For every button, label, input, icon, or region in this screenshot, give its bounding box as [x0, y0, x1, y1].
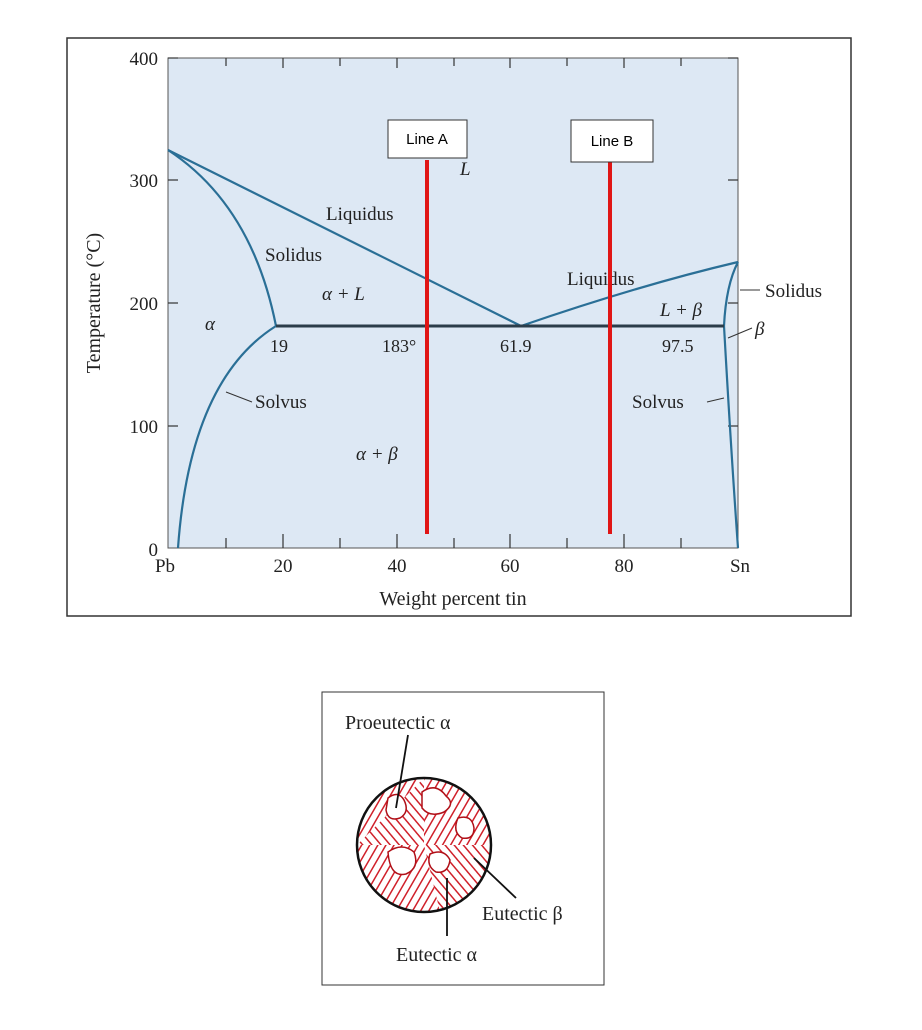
x-tick-label: 40	[388, 556, 407, 577]
microstructure-arrows	[395, 734, 517, 936]
region-label: Solidus	[265, 245, 322, 266]
micro-label: Proeutectic α	[345, 712, 451, 734]
region-label: β	[754, 319, 765, 340]
y-tick-label: 200	[130, 294, 159, 315]
x-tick-label: 80	[615, 556, 634, 577]
micro-label: Eutectic β	[482, 903, 563, 925]
microstructure	[357, 778, 491, 912]
region-label: Solvus	[255, 392, 307, 413]
region-label: Liquidus	[567, 269, 635, 290]
x-axis-title: Weight percent tin	[379, 588, 526, 610]
region-label: Liquidus	[326, 204, 394, 225]
liquidus-left	[167, 149, 522, 327]
y-tick-label: 400	[130, 49, 159, 70]
x-tick-label: 60	[501, 556, 520, 577]
x-tick-label: Sn	[730, 556, 751, 577]
region-label: 183°	[382, 336, 416, 356]
line-a-label: Line A	[406, 131, 448, 148]
line-b-box	[570, 119, 654, 163]
ticks	[168, 57, 738, 548]
solvus-right	[722, 325, 740, 549]
region-label: 61.9	[500, 336, 532, 356]
line-a-box	[387, 119, 468, 159]
y-tick-label: 0	[149, 540, 159, 561]
micro-label: Eutectic α	[396, 944, 478, 966]
liquidus-right	[520, 260, 739, 328]
region-label: 19	[270, 336, 288, 356]
x-tick-label: Pb	[155, 556, 175, 577]
x-tick-label: 20	[274, 556, 293, 577]
y-tick-label: 100	[130, 417, 159, 438]
region-label: α	[205, 314, 216, 335]
microstructure-outline	[355, 776, 493, 914]
region-label: 97.5	[662, 336, 694, 356]
region-label: L + β	[659, 300, 703, 321]
solidus-right	[722, 261, 739, 327]
leaders	[225, 289, 760, 403]
y-axis-title: Temperature (°C)	[83, 233, 105, 373]
solvus-left	[176, 325, 277, 549]
region-label: L	[459, 159, 471, 180]
y-tick-label: 300	[130, 171, 159, 192]
solidus-left	[167, 149, 278, 327]
region-label: Solidus	[765, 281, 822, 302]
region-label: α + L	[322, 284, 365, 305]
line-b-label: Line B	[591, 133, 634, 150]
region-label: α + β	[356, 444, 398, 465]
region-label: Solvus	[632, 392, 684, 413]
